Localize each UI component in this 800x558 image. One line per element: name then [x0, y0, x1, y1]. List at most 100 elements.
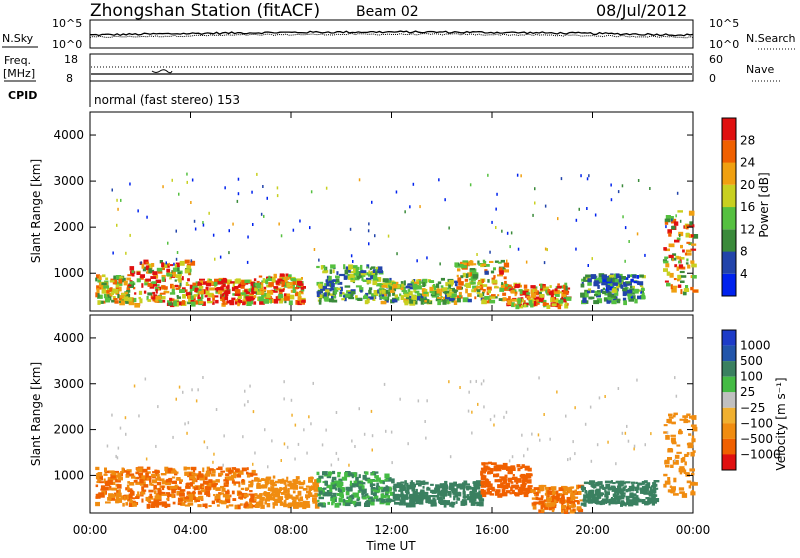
echo-cell — [651, 502, 655, 506]
colorbar-swatch — [722, 454, 736, 470]
echo-cell — [487, 173, 489, 177]
echo-cell — [437, 281, 442, 285]
echo-cell — [596, 443, 599, 447]
echo-cell — [390, 290, 395, 293]
echo-cell — [230, 281, 236, 284]
echo-cell — [598, 396, 601, 400]
echo-cell — [462, 272, 466, 278]
echo-cell — [321, 265, 326, 269]
echo-cell — [237, 294, 242, 300]
echo-cell — [664, 256, 669, 259]
echo-cell — [648, 490, 654, 495]
echo-cell — [690, 424, 697, 427]
echo-cell — [544, 247, 547, 251]
echo-cell — [688, 224, 695, 228]
echo-cell — [605, 283, 608, 288]
echo-cell — [544, 492, 549, 496]
echo-cell — [236, 199, 239, 203]
echo-cell — [294, 287, 298, 290]
echo-cell — [461, 500, 464, 505]
echo-cell — [212, 295, 215, 301]
echo-cell — [177, 267, 180, 272]
echo-cell — [374, 490, 381, 493]
echo-cell — [214, 257, 216, 261]
echo-cell — [103, 285, 110, 289]
echo-cell — [318, 475, 324, 479]
echo-cell — [162, 286, 168, 290]
echo-cell — [675, 394, 678, 398]
echo-cell — [256, 291, 262, 295]
echo-cell — [460, 275, 464, 279]
echo-cell — [471, 278, 476, 281]
echo-cell — [287, 483, 293, 487]
echo-cell — [535, 501, 540, 505]
echo-cell — [323, 491, 329, 497]
echo-cell — [175, 257, 178, 261]
echo-cell — [670, 216, 674, 221]
echo-cell — [411, 487, 416, 492]
echo-cell — [119, 298, 124, 301]
echo-cell — [117, 477, 123, 481]
echo-cell — [644, 485, 649, 490]
echo-cell — [675, 214, 677, 218]
echo-cell — [181, 300, 186, 305]
echo-cell — [690, 286, 694, 291]
echo-cell — [475, 379, 477, 383]
echo-cell — [682, 415, 689, 418]
echo-cell — [121, 467, 125, 473]
echo-cell — [458, 281, 464, 286]
echo-cell — [616, 275, 622, 279]
echo-cell — [610, 198, 613, 202]
echo-cell — [446, 293, 450, 298]
echo-cell — [593, 281, 599, 287]
echo-cell — [399, 397, 401, 401]
echo-cell — [650, 485, 654, 488]
echo-cell — [275, 480, 280, 484]
echo-cell — [688, 234, 693, 238]
echo-cell — [214, 278, 219, 284]
echo-cell — [589, 480, 594, 484]
echo-cell — [540, 504, 544, 510]
echo-cell — [592, 500, 598, 504]
echo-cell — [353, 270, 360, 276]
echo-cell — [351, 265, 358, 270]
echo-cell — [380, 295, 385, 300]
echo-cell — [511, 298, 516, 302]
echo-cell — [332, 279, 336, 282]
echo-cell — [353, 492, 359, 498]
echo-cell — [629, 285, 633, 289]
echo-cell — [335, 451, 338, 455]
echo-cell — [499, 493, 504, 497]
echo-cell — [283, 503, 288, 508]
echo-cell — [631, 484, 635, 487]
echo-cell — [169, 274, 173, 277]
echo-cell — [532, 288, 537, 293]
echo-cell — [376, 485, 380, 491]
echo-cell — [422, 486, 425, 489]
echo-cell — [218, 492, 222, 496]
echo-cell — [642, 481, 646, 485]
echo-cell — [361, 274, 366, 277]
echo-cell — [197, 296, 201, 301]
echo-cell — [186, 431, 188, 435]
echo-cell — [146, 215, 148, 219]
echo-cell — [273, 273, 277, 279]
echo-cell — [116, 492, 122, 497]
echo-cell — [510, 486, 513, 492]
echo-cell — [270, 486, 275, 489]
echo-cell — [155, 284, 160, 287]
echo-cell — [611, 486, 616, 491]
freq-dip-marks — [151, 69, 173, 74]
echo-cell — [358, 178, 361, 182]
echo-cell — [332, 290, 336, 295]
colorbar-swatch — [722, 140, 736, 163]
echo-cell — [602, 290, 607, 295]
echo-cell — [517, 478, 522, 483]
echo-cell — [155, 295, 162, 300]
echo-cell — [469, 268, 476, 271]
echo-cell — [384, 478, 389, 481]
echo-cell — [584, 422, 587, 426]
echo-cell — [141, 490, 146, 495]
echo-cell — [156, 299, 163, 303]
